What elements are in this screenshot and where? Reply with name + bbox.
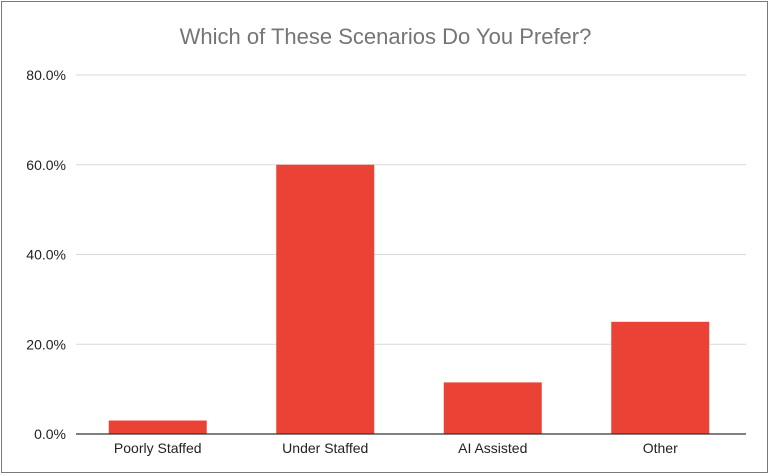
x-axis-category-labels: Poorly Staffed Under Staffed AI Assisted Ot…: [114, 440, 678, 456]
bar-poorly-staffed: [108, 420, 207, 434]
y-tick-label: 80.0%: [26, 67, 66, 83]
x-category-label: Under Staffed: [282, 440, 368, 456]
bar-ai-assisted: [443, 382, 542, 434]
x-category-label: Other: [643, 440, 678, 456]
y-tick-label: 20.0%: [26, 336, 66, 352]
y-tick-label: 40.0%: [26, 247, 66, 263]
bar-other: [611, 321, 710, 434]
gridlines: [76, 74, 746, 345]
bars: [108, 164, 710, 434]
bar-under-staffed: [276, 164, 375, 434]
y-axis-tick-labels: 0.0% 20.0% 40.0% 60.0% 80.0%: [26, 67, 66, 442]
y-tick-label: 60.0%: [26, 157, 66, 173]
y-tick-label: 0.0%: [34, 426, 66, 442]
x-category-label: AI Assisted: [458, 440, 527, 456]
x-category-label: Poorly Staffed: [114, 440, 202, 456]
chart-title: Which of These Scenarios Do You Prefer?: [179, 24, 592, 49]
